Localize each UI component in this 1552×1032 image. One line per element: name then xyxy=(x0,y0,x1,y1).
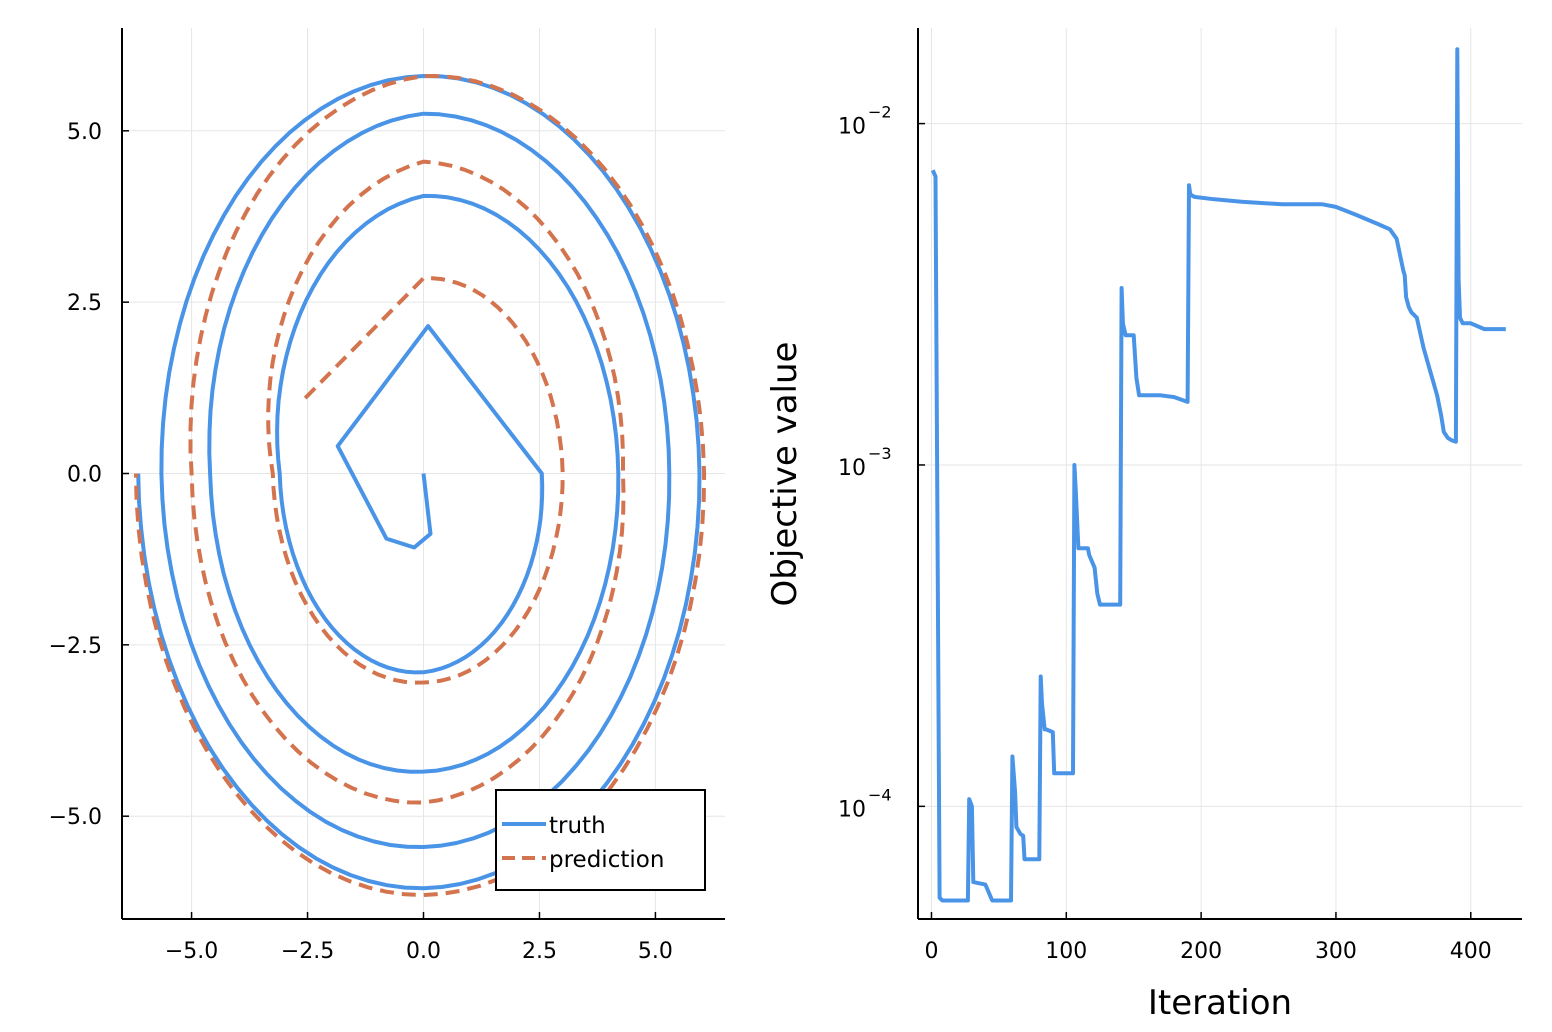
phase-portrait-plot: −5.0 −2.5 0.0 2.5 5.0 5.0 2.5 0.0 −2.5 −5.0 trut… xyxy=(49,28,725,964)
left-y-tick-label: −5.0 xyxy=(49,805,102,830)
left-x-tick-label: 2.5 xyxy=(522,939,557,964)
left-series-group xyxy=(133,74,707,897)
legend-prediction-label: prediction xyxy=(549,847,664,873)
right-x-tick-label: 200 xyxy=(1180,939,1222,964)
right-x-tick-label: 400 xyxy=(1450,939,1492,964)
right-x-tick-labels: 0 100 200 300 400 xyxy=(924,939,1491,964)
right-gridlines xyxy=(918,28,1522,919)
left-x-tick-label: 5.0 xyxy=(638,939,673,964)
left-x-tick-labels: −5.0 −2.5 0.0 2.5 5.0 xyxy=(165,939,673,964)
objective-plot: 0 100 200 300 400 10−210−310−4 Iteration Obj… xyxy=(765,28,1522,1023)
y-axis-label: Objective value xyxy=(765,342,805,607)
series-line-truth xyxy=(136,74,702,891)
legend-truth-label: truth xyxy=(549,813,606,839)
left-y-tick-label: 2.5 xyxy=(67,291,102,316)
series-line-prediction xyxy=(133,74,707,897)
right-y-tick-label: 10 xyxy=(838,456,866,481)
right-y-tick-labels: 10−210−310−4 xyxy=(838,103,892,823)
left-x-tick-label: 0.0 xyxy=(406,939,441,964)
legend-box xyxy=(495,789,706,891)
left-x-tick-label: −2.5 xyxy=(281,939,334,964)
x-axis-label: Iteration xyxy=(1148,983,1292,1023)
left-y-tick-label: 5.0 xyxy=(67,120,102,145)
right-x-tick-label: 0 xyxy=(924,939,938,964)
left-y-tick-label: 0.0 xyxy=(67,463,102,488)
right-x-tick-label: 300 xyxy=(1315,939,1357,964)
left-y-tick-label: −2.5 xyxy=(49,634,102,659)
right-series-group xyxy=(930,47,1506,903)
right-y-tick-exponent: −2 xyxy=(868,103,892,122)
legend: truth prediction xyxy=(495,789,706,891)
left-x-tick-label: −5.0 xyxy=(165,939,218,964)
right-y-tick-exponent: −3 xyxy=(868,444,892,463)
right-y-tick-label: 10 xyxy=(838,797,866,822)
right-y-tick-label: 10 xyxy=(838,115,866,140)
right-x-tick-label: 100 xyxy=(1045,939,1087,964)
objective-series-line xyxy=(930,47,1506,903)
right-y-tick-exponent: −4 xyxy=(868,785,892,804)
left-y-tick-labels: 5.0 2.5 0.0 −2.5 −5.0 xyxy=(49,120,102,830)
